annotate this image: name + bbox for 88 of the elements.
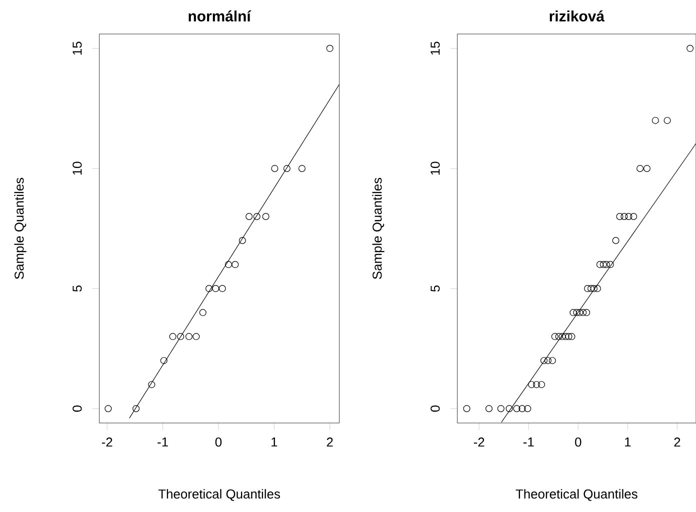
point <box>600 261 607 268</box>
point <box>132 405 140 412</box>
x-tick-label: -2 <box>102 438 112 447</box>
point <box>169 333 176 340</box>
point <box>463 405 470 412</box>
point <box>620 212 628 220</box>
y-tick-label: 10 <box>430 162 440 175</box>
point <box>246 212 253 220</box>
point <box>551 333 558 340</box>
chart-title: riziková <box>550 10 605 22</box>
point <box>544 357 552 364</box>
x-tick-label: 0 <box>215 438 222 447</box>
point <box>528 381 536 388</box>
point <box>555 333 562 340</box>
point <box>562 333 570 340</box>
point <box>686 44 694 52</box>
y-tick-label: 5 <box>430 285 440 292</box>
x-tick-label: 2 <box>674 438 680 447</box>
point <box>298 164 306 172</box>
x-tick-label: 1 <box>272 438 278 446</box>
point <box>253 212 260 220</box>
y-tick-label: 15 <box>430 42 440 55</box>
y-tick-label: 0 <box>430 405 440 412</box>
point <box>199 309 206 316</box>
point <box>206 285 212 292</box>
x-tick-label: -2 <box>474 438 484 447</box>
x-tick-label: 1 <box>625 438 631 446</box>
point <box>558 333 566 340</box>
point <box>497 405 504 412</box>
point <box>540 357 548 364</box>
point <box>283 164 290 172</box>
y-tick-label: 15 <box>72 42 82 55</box>
point <box>177 333 184 340</box>
point <box>636 164 644 172</box>
point <box>548 357 556 364</box>
point <box>584 285 592 292</box>
y-tick-label: 10 <box>72 162 82 175</box>
y-axis-title: Sample Quantiles <box>372 178 384 280</box>
x-tick-label: 2 <box>326 438 333 447</box>
point <box>568 333 576 340</box>
y-tick-label: 5 <box>72 285 82 292</box>
point <box>652 116 659 124</box>
point <box>580 309 587 316</box>
point <box>573 309 580 316</box>
x-tick-label: -1 <box>523 438 534 446</box>
point <box>596 261 604 268</box>
point <box>232 261 239 268</box>
point <box>570 309 577 316</box>
point <box>160 357 168 364</box>
x-tick-label: -1 <box>158 438 168 446</box>
point <box>104 405 112 412</box>
point <box>625 212 632 220</box>
point <box>238 237 246 244</box>
chart-title: normální <box>188 10 252 22</box>
point <box>583 309 590 316</box>
point <box>612 237 620 244</box>
point <box>148 381 156 388</box>
point <box>594 285 601 292</box>
point <box>590 285 598 292</box>
point <box>513 405 520 412</box>
y-tick-label: 0 <box>72 405 82 412</box>
x-tick-label: 0 <box>575 438 582 447</box>
point <box>630 212 638 220</box>
point <box>326 44 334 52</box>
point <box>576 309 584 316</box>
y-axis-title: Sample Quantiles <box>14 178 26 280</box>
point <box>643 164 650 172</box>
point <box>192 333 200 340</box>
point <box>606 261 614 268</box>
point <box>262 212 270 220</box>
point <box>185 333 192 340</box>
point <box>524 405 532 412</box>
point <box>538 381 545 388</box>
x-axis-title: Theoretical Quantiles <box>158 489 280 501</box>
point <box>616 212 624 220</box>
point <box>664 116 671 124</box>
point <box>588 285 595 292</box>
point <box>224 261 232 268</box>
point <box>518 405 526 412</box>
point <box>218 285 226 292</box>
point <box>486 405 492 412</box>
point <box>506 405 513 412</box>
point <box>271 164 278 172</box>
point <box>212 285 220 292</box>
x-axis-title: Theoretical Quantiles <box>516 489 638 501</box>
point <box>533 381 540 388</box>
point <box>565 333 572 340</box>
point <box>602 261 610 268</box>
